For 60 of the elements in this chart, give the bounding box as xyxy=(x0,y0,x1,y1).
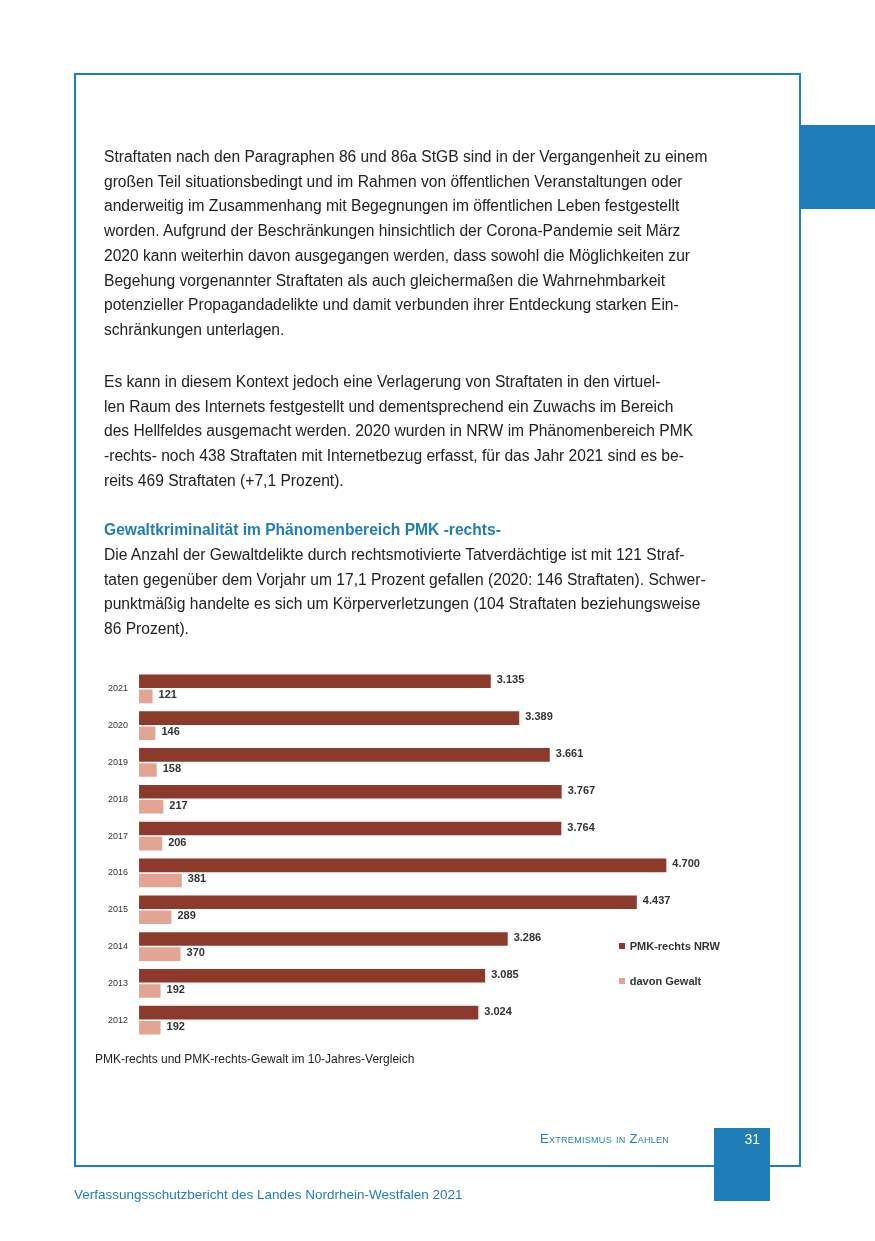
bar xyxy=(139,763,157,777)
text: Die Anzahl der Gewaltdelikte durch rechtsmotivierte Tatverdächtige ist mit 121 Straf- taten gegenüber dem Vorjahr um 17,1 Prozent gefallen (2020: 146 Straftaten). Schwer- punktmäßig handelte es sich um Körperverletzungen (104 Straftaten beziehungsweise 86 Prozent). xyxy=(104,545,707,640)
bar xyxy=(139,1005,479,1020)
bar xyxy=(139,800,164,814)
bar xyxy=(139,910,172,925)
data-label: 3.024 xyxy=(484,1004,513,1017)
data-label: 3.286 xyxy=(513,931,542,944)
text: 31 xyxy=(743,1131,761,1147)
text: Extremismus in Zahlen xyxy=(540,1131,670,1146)
data-label: 3.135 xyxy=(496,673,525,686)
text: PMK-rechts und PMK-rechts-Gewalt im 10-Jahres-Vergleich xyxy=(95,1052,415,1066)
bar xyxy=(139,836,163,851)
bar xyxy=(139,947,181,961)
data-label: 4.437 xyxy=(642,894,671,907)
data-label: 3.085 xyxy=(491,967,519,980)
bar xyxy=(139,895,637,909)
y-tick-label: 2021 xyxy=(107,683,129,694)
text: Verfassungsschutzbericht des Landes Nordrhein-Westfalen 2021 xyxy=(74,1187,463,1202)
data-label: 192 xyxy=(166,1019,185,1032)
y-tick-label: 2012 xyxy=(107,1014,129,1025)
data-label: 3.389 xyxy=(525,710,553,723)
legend-label: davon Gewalt xyxy=(629,974,702,987)
y-tick-label: 2014 xyxy=(107,941,129,952)
data-label: 192 xyxy=(166,982,185,995)
data-label: 206 xyxy=(168,835,187,848)
text: Es kann in diesem Kontext jedoch eine Verlagerung von Straftaten in den virtuel- len Raum des Internets festgestellt und dementsprechend ein Zuwachs im Bereich des Hellfeldes ausgemacht werden. 2020 wurden in NRW im Phänomenbereich PMK -rechts- noch 438 Straftaten mit Internetbezug erfasst, für das Jahr 2021 sind es be- reits 469 Straftaten (+7,1 Prozent). xyxy=(104,372,695,491)
bar xyxy=(139,873,182,888)
legend-label: PMK-rechts NRW xyxy=(629,939,720,952)
text: Gewaltkriminalität im Phänomenbereich PMK -rechts- xyxy=(104,520,502,540)
bar xyxy=(139,932,508,946)
data-label: 3.767 xyxy=(567,783,596,796)
data-label: 381 xyxy=(187,872,207,885)
bar xyxy=(139,1020,161,1035)
y-tick-label: 2020 xyxy=(107,720,129,731)
bar xyxy=(139,969,486,983)
data-label: 146 xyxy=(161,725,180,738)
y-tick-label: 2017 xyxy=(107,830,129,841)
y-tick-label: 2016 xyxy=(107,867,129,878)
data-label: 3.661 xyxy=(555,746,584,759)
bar xyxy=(139,748,550,762)
bar xyxy=(139,711,520,725)
y-tick-label: 2013 xyxy=(107,977,129,988)
data-label: 4.700 xyxy=(672,857,700,870)
data-label: 121 xyxy=(158,688,177,701)
data-label: 370 xyxy=(186,946,205,959)
text: Straftaten nach den Paragraphen 86 und 86a StGB sind in der Vergangenheit zu einem großen Teil situationsbedingt und im Rahmen von öffentlichen Veranstaltungen oder anderweitig im Zusammenhang mit Begegnungen im öffentlichen Leben festgestellt worden. Aufgrund der Beschränkungen hinsichtlich der Corona-Pandemie seit März 2020 kann weiterhin davon ausgegangen werden, dass sowohl die Möglichkeiten zur Begehung vorgenannter Straftaten als auch gleichermaßen die Wahrnehmbarkeit potenzieller Propagandadelikte und damit verbunden ihrer Entdeckung starken Ein- schränkungen unterlagen. xyxy=(104,147,709,340)
bar xyxy=(139,726,156,740)
data-label: 3.764 xyxy=(567,820,596,833)
bar xyxy=(139,674,491,689)
data-label: 289 xyxy=(177,909,196,922)
bar xyxy=(139,784,562,799)
y-tick-label: 2019 xyxy=(107,756,129,767)
bar xyxy=(139,984,161,998)
bar xyxy=(139,821,562,836)
data-label: 217 xyxy=(169,798,188,811)
data-label: 158 xyxy=(162,762,182,775)
bar xyxy=(139,858,667,873)
y-tick-label: 2018 xyxy=(107,793,129,804)
y-tick-label: 2015 xyxy=(107,904,129,915)
bar xyxy=(139,689,153,704)
